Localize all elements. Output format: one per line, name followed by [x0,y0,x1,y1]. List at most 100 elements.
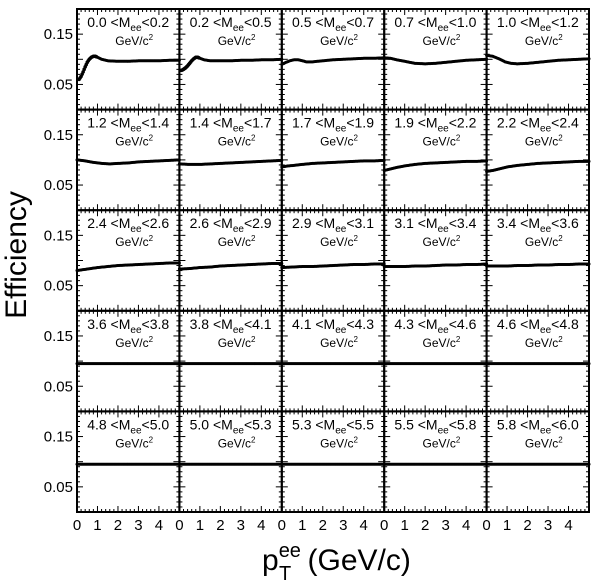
panel-unit-text: GeV/c [115,336,148,350]
panel-unit-superscript: 2 [353,234,358,243]
panel-mass-low: 5.5 <M [394,416,437,432]
panel-unit-label: GeV/c2 [320,435,358,450]
panel-unit-label: GeV/c2 [525,335,563,350]
data-point [587,57,591,61]
panel-mass-range-label: 4.8 <Mee<5.0 [87,416,169,436]
panel-mass-low: 0.2 <M [190,14,233,30]
panel-mass-low: 3.1 <M [394,215,437,231]
panel-unit-superscript: 2 [149,435,154,444]
panel-unit-superscript: 2 [456,335,461,344]
panel-unit-text: GeV/c [218,436,251,450]
panel-mass-high: <4.6 [449,316,477,332]
panel-unit-label: GeV/c2 [422,33,460,48]
panel-mass-range-label: 1.2 <Mee<1.4 [87,115,169,135]
panel-unit-label: GeV/c2 [218,33,256,48]
panel-unit-superscript: 2 [149,134,154,143]
panel-mass-subscript: ee [438,325,450,336]
panel-mass-low: 3.4 <M [497,215,540,231]
panel-mass-high: <2.2 [449,115,477,131]
panel-unit-label: GeV/c2 [320,33,358,48]
panel-unit-text: GeV/c [115,235,148,249]
panel-unit-text: GeV/c [115,436,148,450]
panel-mass-high: <5.8 [449,416,477,432]
panel-mass-subscript: ee [233,23,245,34]
panel-mass-subscript: ee [233,224,245,235]
panel-unit-label: GeV/c2 [115,435,153,450]
panel-mass-subscript: ee [438,425,450,436]
panel-mass-range-label: 0.5 <Mee<0.7 [292,14,374,34]
panel-unit-label: GeV/c2 [218,335,256,350]
panel-mass-high: <1.4 [142,115,170,131]
panel-unit-superscript: 2 [558,33,563,42]
panel-unit-text: GeV/c [422,135,455,149]
panel-mass-low: 1.7 <M [292,115,335,131]
panel-mass-subscript: ee [540,23,552,34]
panel-unit-superscript: 2 [251,134,256,143]
panel-mass-subscript: ee [130,124,142,135]
panel-mass-high: <0.5 [244,14,272,30]
panel-mass-low: 0.0 <M [87,14,130,30]
panel-mass-subscript: ee [233,325,245,336]
panel-mass-high: <4.1 [244,316,272,332]
panel-unit-superscript: 2 [251,435,256,444]
panel-mass-high: <0.7 [346,14,374,30]
panel-mass-high: <3.8 [142,316,170,332]
panel-mass-range-label: 1.7 <Mee<1.9 [292,115,374,135]
panel-mass-high: <5.0 [142,416,170,432]
panel-unit-text: GeV/c [422,34,455,48]
panel-mass-range-label: 3.8 <Mee<4.1 [190,316,272,336]
panel-unit-superscript: 2 [558,134,563,143]
panel-unit-label: GeV/c2 [115,335,153,350]
panel-mass-subscript: ee [233,124,245,135]
panel-mass-high: <0.2 [142,14,170,30]
panel-unit-text: GeV/c [320,336,353,350]
panel-mass-low: 0.5 <M [292,14,335,30]
panel-unit-superscript: 2 [251,234,256,243]
data-point [587,159,591,163]
panel-mass-range-label: 2.9 <Mee<3.1 [292,215,374,235]
panel-mass-subscript: ee [335,325,347,336]
panel-unit-superscript: 2 [251,33,256,42]
panel-mass-range-label: 2.2 <Mee<2.4 [497,115,579,135]
panel-mass-low: 0.7 <M [394,14,437,30]
panel-mass-low: 3.8 <M [190,316,233,332]
panel-unit-text: GeV/c [525,336,558,350]
panel-mass-high: <1.9 [346,115,374,131]
panel-mass-range-label: 2.4 <Mee<2.6 [87,215,169,235]
panel-mass-high: <3.4 [449,215,477,231]
panel-mass-low: 2.4 <M [87,215,130,231]
panel-mass-range-label: 2.6 <Mee<2.9 [190,215,272,235]
panel-mass-low: 1.2 <M [87,115,130,131]
panel-mass-low: 4.6 <M [497,316,540,332]
panel-unit-label: GeV/c2 [525,134,563,149]
panel-unit-text: GeV/c [115,34,148,48]
panel-mass-low: 4.8 <M [87,416,130,432]
panel-mass-high: <2.9 [244,215,272,231]
panel-unit-label: GeV/c2 [422,134,460,149]
panel-unit-label: GeV/c2 [320,335,358,350]
panel-unit-text: GeV/c [218,336,251,350]
panel-mass-range-label: 0.7 <Mee<1.0 [394,14,476,34]
panel-unit-text: GeV/c [525,135,558,149]
panel-mass-subscript: ee [540,325,552,336]
panel-unit-superscript: 2 [353,134,358,143]
panel-unit-superscript: 2 [558,335,563,344]
panel-unit-text: GeV/c [320,34,353,48]
panel-unit-superscript: 2 [456,134,461,143]
panel-mass-low: 1.0 <M [497,14,540,30]
panel-mass-range-label: 5.0 <Mee<5.3 [190,416,272,436]
panel-mass-high: <1.2 [551,14,579,30]
